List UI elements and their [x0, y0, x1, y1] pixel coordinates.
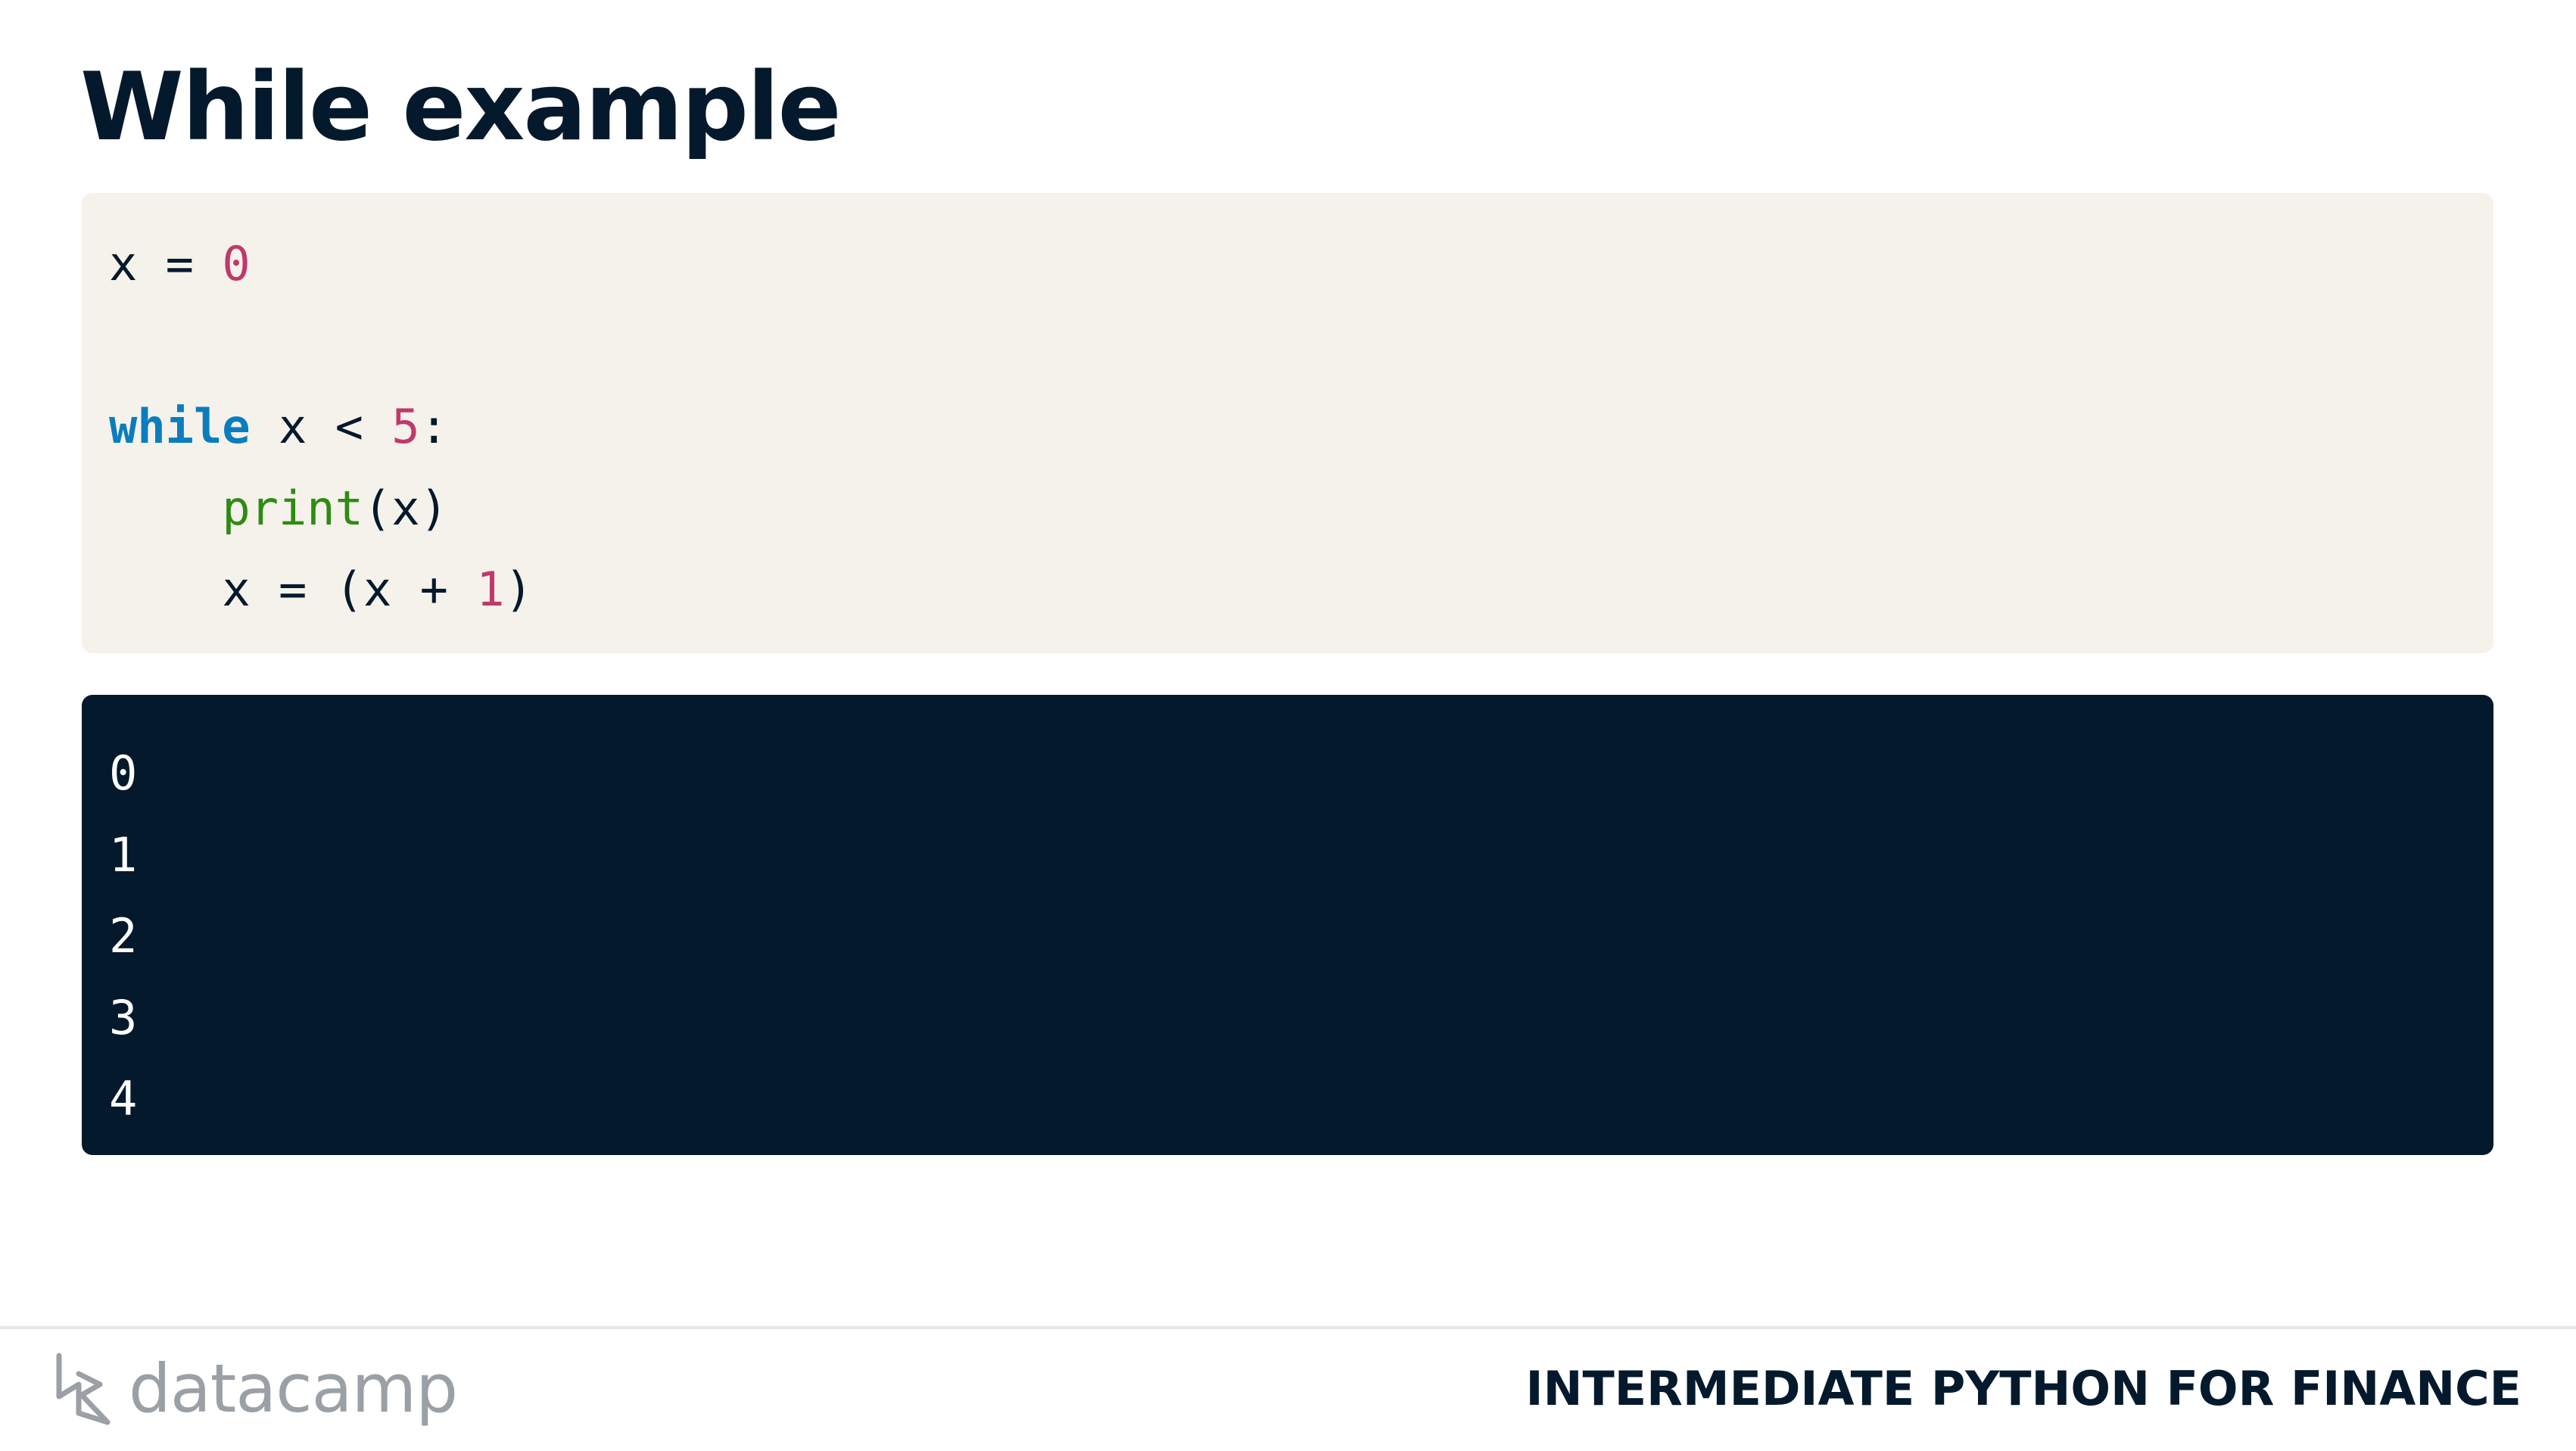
- code-line-5: x = (x + 1): [109, 549, 2493, 631]
- code-function: print: [222, 480, 363, 536]
- code-token: =: [137, 236, 223, 291]
- output-line: 2: [109, 908, 138, 964]
- course-name: INTERMEDIATE PYTHON FOR FINANCE: [1525, 1361, 2521, 1416]
- output-line: 3: [109, 989, 138, 1045]
- code-token: :: [419, 399, 448, 454]
- code-indent: [109, 562, 222, 617]
- code-line-2-blank: [109, 305, 2493, 387]
- code-line-3: while x < 5:: [109, 386, 2493, 468]
- code-indent: [109, 481, 222, 536]
- output-line: 1: [109, 827, 138, 883]
- logo-text: datacamp: [129, 1350, 458, 1428]
- code-number: 5: [391, 399, 420, 454]
- code-token: x = (x +: [222, 562, 477, 617]
- code-line-1: x = 0: [109, 223, 2493, 305]
- slide-title: While example: [80, 53, 842, 162]
- footer-divider: [0, 1326, 2576, 1329]
- datacamp-logo-icon: [56, 1353, 111, 1425]
- code-token: (x): [363, 480, 448, 536]
- output-line: 4: [109, 1071, 138, 1126]
- output-line: 0: [109, 746, 138, 801]
- code-line-4: print(x): [109, 468, 2493, 550]
- datacamp-logo: datacamp: [53, 1347, 458, 1431]
- code-number: 0: [222, 236, 251, 291]
- output-block: 0 1 2 3 4: [82, 695, 2493, 1155]
- code-token: ): [504, 562, 533, 617]
- code-keyword: while: [109, 399, 251, 454]
- code-token: x <: [250, 399, 392, 454]
- code-block: x = 0 while x < 5: print(x) x = (x + 1): [82, 193, 2493, 653]
- code-number: 1: [476, 562, 505, 617]
- code-token: x: [109, 236, 138, 291]
